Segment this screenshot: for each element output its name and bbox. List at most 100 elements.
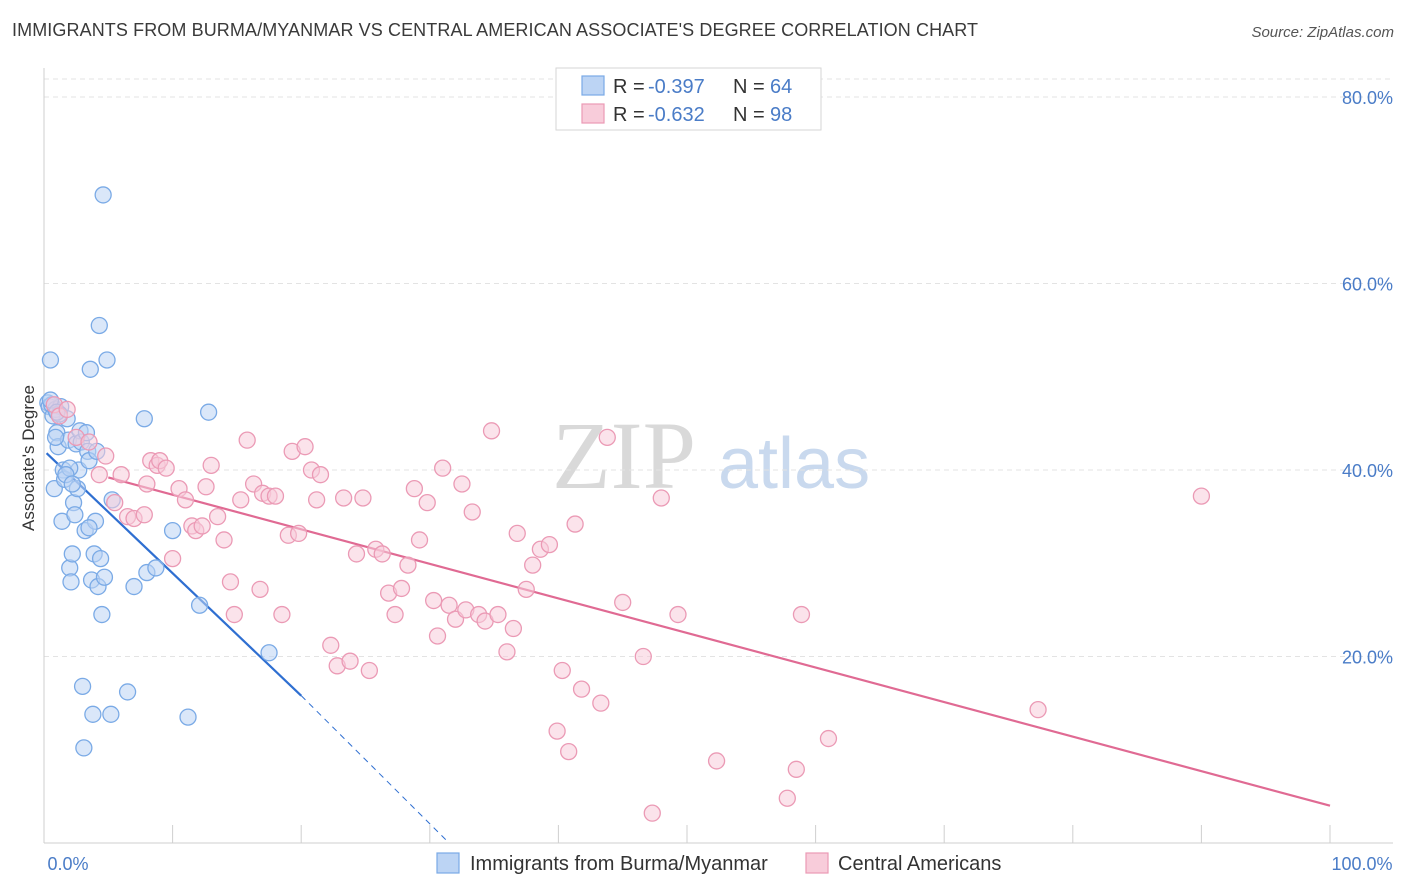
point-burma [75, 739, 93, 757]
legend-n-label-1: N = [733, 76, 765, 98]
point-central [410, 531, 429, 549]
point-central [354, 489, 372, 507]
bottom-legend: Immigrants from Burma/Myanmar Central Am… [436, 852, 1001, 875]
point-central [592, 694, 610, 712]
point-central [58, 400, 76, 419]
bottom-legend-label-burma: Immigrants from Burma/Myanmar [470, 853, 768, 875]
point-central [787, 760, 805, 778]
point-central [208, 507, 227, 526]
point-central [614, 593, 632, 612]
point-burma [125, 577, 143, 596]
point-burma [102, 705, 120, 723]
point-burma [63, 545, 81, 563]
point-central [266, 487, 285, 505]
legend-swatch-central [581, 103, 605, 124]
point-central [517, 580, 535, 599]
point-burma [91, 549, 110, 568]
point-central [508, 524, 526, 543]
point-central [418, 493, 436, 512]
legend-r-value-1: -0.397 [648, 76, 705, 98]
point-central [1029, 701, 1047, 719]
y-tick-label-60: 60.0% [1342, 275, 1393, 295]
legend-n-value-1: 64 [770, 76, 792, 98]
point-burma [118, 683, 137, 701]
point-burma [41, 351, 60, 369]
point-central [307, 491, 326, 509]
point-central [322, 636, 340, 654]
point-central [392, 579, 411, 598]
point-burma [66, 506, 84, 524]
point-central [225, 605, 243, 624]
point-central [202, 456, 220, 474]
point-burma [63, 475, 81, 493]
point-central [504, 619, 523, 638]
point-central [463, 503, 481, 521]
point-central [341, 652, 359, 670]
legend-box: R = -0.397 N = 64 R = -0.632 N = 98 [555, 67, 822, 131]
legend-swatch-burma [581, 75, 605, 96]
point-central [386, 605, 404, 624]
point-central [572, 680, 591, 698]
point-burma [73, 677, 92, 695]
point-central [176, 491, 195, 509]
point-central [251, 580, 269, 599]
point-burma [98, 351, 116, 369]
point-central [425, 591, 443, 610]
x-tick-min: 0.0% [47, 854, 88, 874]
point-burma [94, 186, 112, 204]
point-central [193, 517, 211, 535]
point-central [634, 647, 652, 666]
point-central [311, 466, 330, 484]
point-central [560, 742, 578, 761]
point-burma [179, 708, 197, 726]
legend-n-value-2: 98 [770, 104, 792, 126]
point-central [373, 545, 391, 563]
point-central [232, 491, 250, 509]
axes [43, 68, 1393, 844]
x-tick-max: 100.0% [1331, 854, 1392, 874]
point-central [106, 493, 124, 512]
y-axis-label: Associate's Degree [19, 385, 38, 531]
point-central [566, 515, 584, 533]
point-central [197, 478, 215, 496]
chart-source: Source: ZipAtlas.com [1251, 24, 1394, 41]
point-burma [46, 428, 65, 447]
point-central [440, 596, 458, 614]
point-central [97, 447, 115, 465]
legend-r-label-1: R = [613, 76, 645, 98]
point-central [498, 643, 516, 661]
point-central [360, 661, 379, 680]
point-central [399, 556, 417, 574]
point-central [598, 428, 616, 447]
watermark-zip: ZIP [552, 402, 696, 509]
point-central [405, 479, 424, 498]
point-burma [84, 705, 102, 723]
point-central [157, 459, 175, 477]
point-central [296, 438, 314, 456]
point-burma [95, 568, 114, 586]
point-burma [62, 573, 80, 591]
y-tick-label-80: 80.0% [1342, 88, 1393, 108]
watermark-atlas: atlas [718, 424, 870, 504]
point-central [163, 549, 182, 568]
point-burma [90, 316, 108, 335]
point-central [482, 422, 501, 440]
point-burma [80, 519, 98, 537]
point-central [215, 531, 233, 549]
trend-burma-extension [300, 695, 450, 844]
point-burma [190, 596, 209, 614]
point-central [428, 627, 447, 645]
point-central [778, 789, 796, 807]
gridlines [44, 78, 1393, 657]
point-central [819, 729, 838, 748]
point-central [112, 466, 130, 484]
point-burma [260, 644, 278, 662]
point-central [135, 506, 153, 524]
y-tick-label-20: 20.0% [1342, 648, 1393, 668]
point-central [524, 556, 542, 574]
point-central [489, 605, 507, 624]
bottom-legend-label-central: Central Americans [838, 853, 1001, 875]
point-central [347, 545, 366, 563]
y-tick-labels: 20.0% 40.0% 60.0% 80.0% [1342, 88, 1393, 668]
